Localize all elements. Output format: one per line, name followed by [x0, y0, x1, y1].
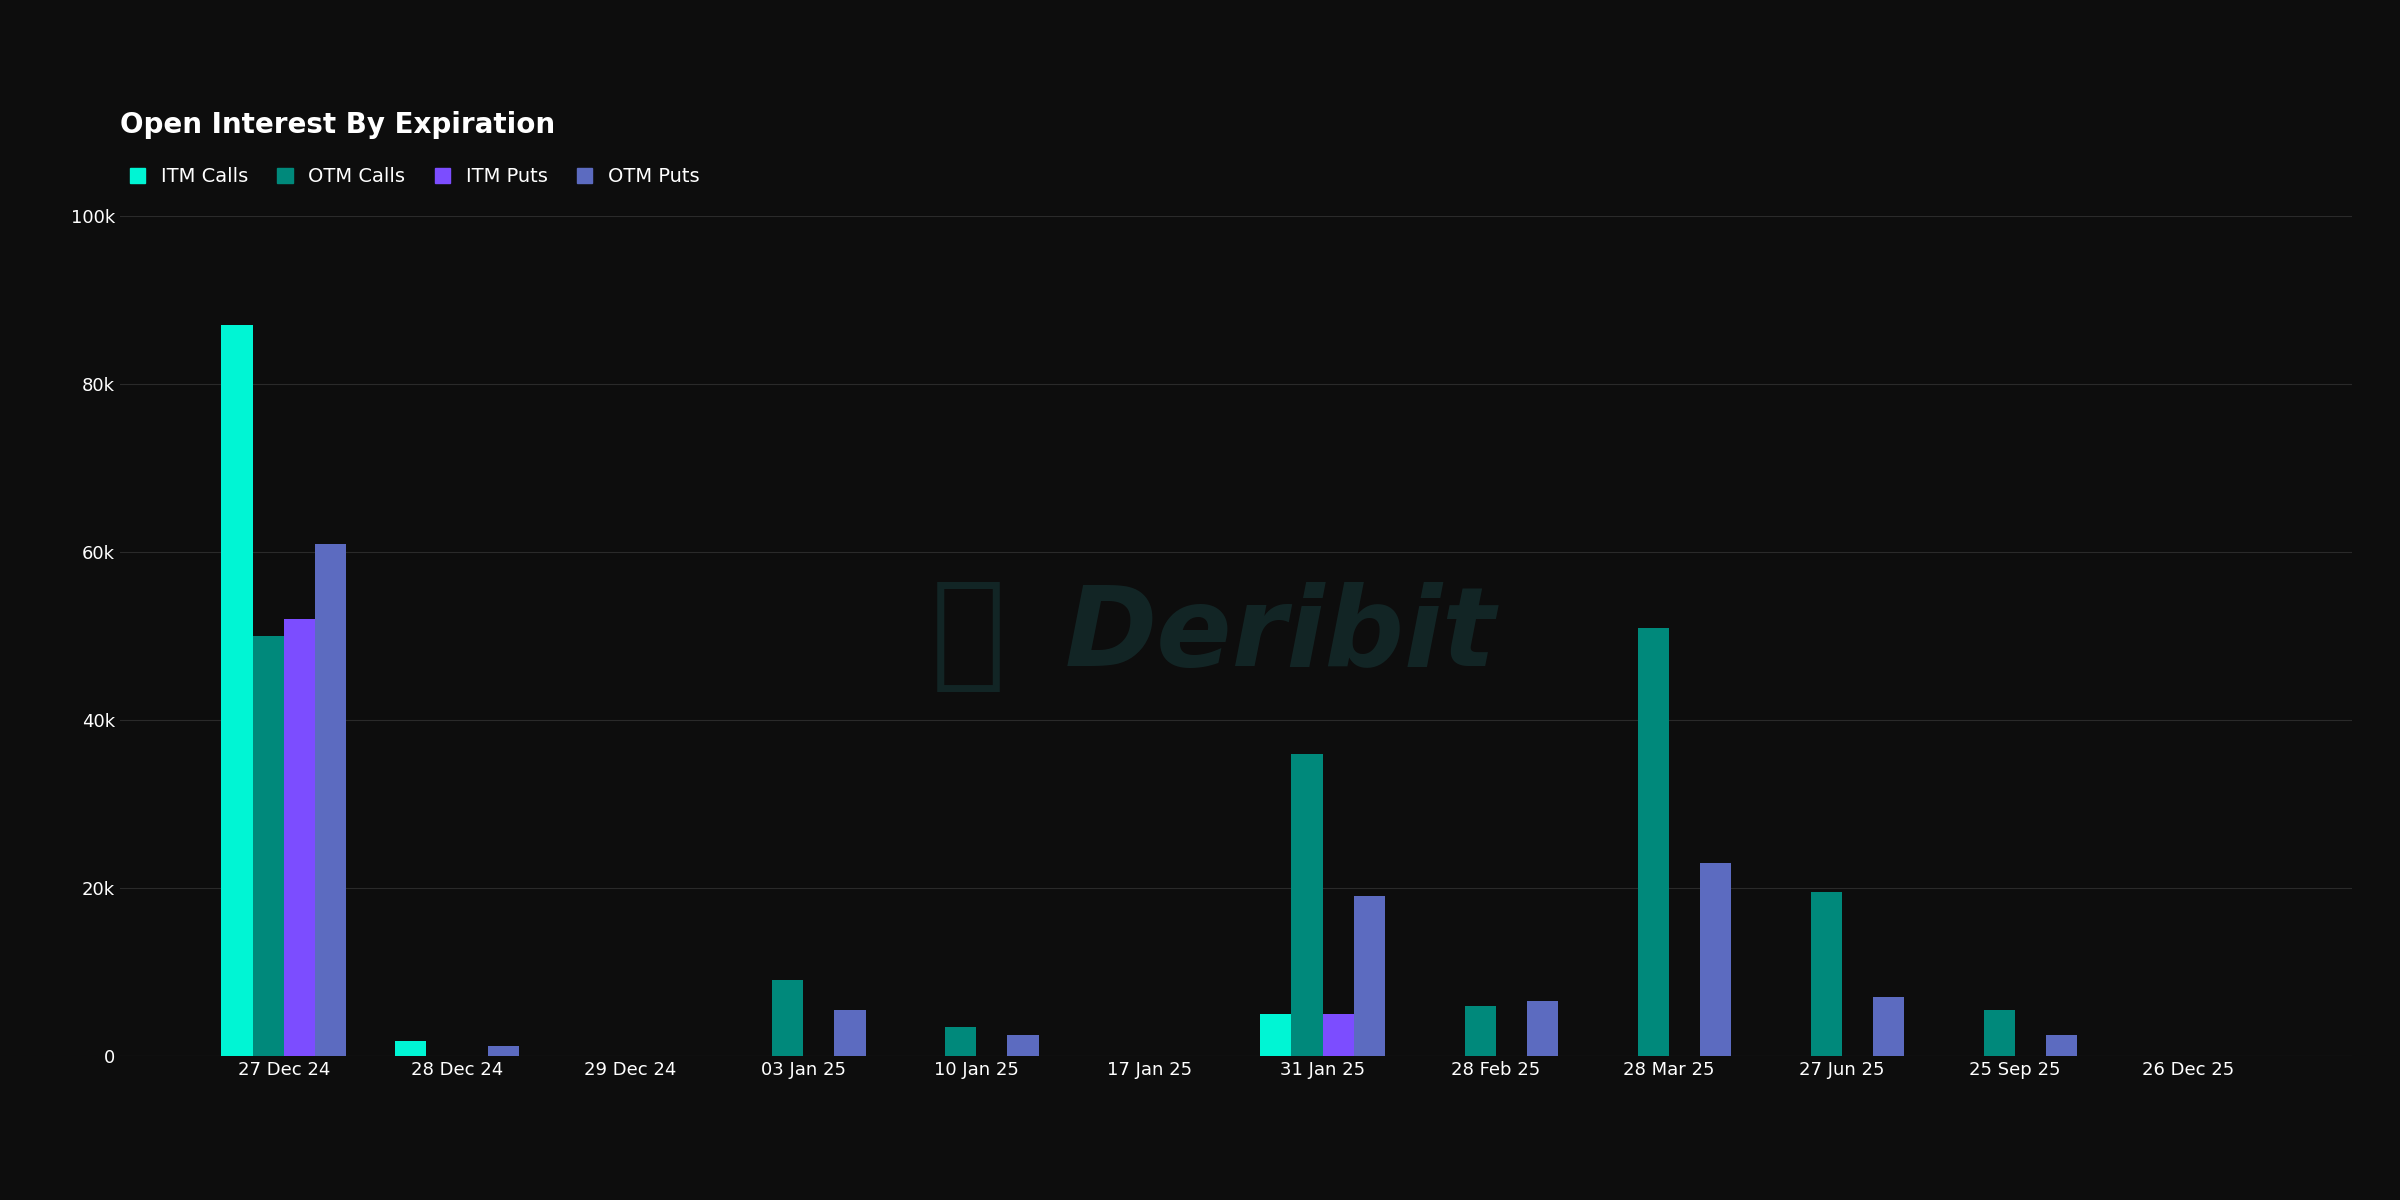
Bar [1464, 1006, 1495, 1056]
Text: Open Interest By Expiration: Open Interest By Expiration [120, 110, 554, 139]
Bar [1526, 1001, 1558, 1056]
Bar [1810, 893, 1841, 1056]
Bar [252, 636, 283, 1056]
Bar [1260, 1014, 1291, 1056]
Bar [2047, 1034, 2078, 1056]
Bar [835, 1010, 866, 1056]
Bar [773, 980, 804, 1056]
Bar [1985, 1010, 2016, 1056]
Bar [1291, 754, 1322, 1056]
Bar [1699, 863, 1730, 1056]
Bar [487, 1046, 518, 1056]
Bar [394, 1040, 425, 1056]
Bar [283, 619, 314, 1056]
Bar [314, 544, 346, 1056]
Legend: ITM Calls, OTM Calls, ITM Puts, OTM Puts: ITM Calls, OTM Calls, ITM Puts, OTM Puts [130, 167, 698, 186]
Bar [221, 325, 252, 1056]
Bar [1872, 997, 1903, 1056]
Bar [1354, 896, 1385, 1056]
Bar [1637, 628, 1668, 1056]
Text: Deribit: Deribit [1066, 582, 1495, 690]
Bar [1008, 1034, 1039, 1056]
Text: ₿: ₿ [931, 576, 1006, 696]
Bar [946, 1026, 977, 1056]
Bar [1322, 1014, 1354, 1056]
